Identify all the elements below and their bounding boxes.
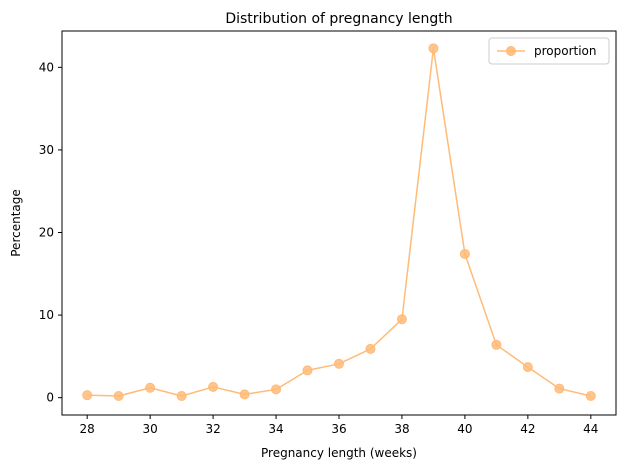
data-point	[239, 389, 250, 400]
data-point	[176, 391, 187, 402]
data-point	[271, 384, 282, 395]
x-tick-label: 30	[142, 422, 157, 436]
data-point	[365, 343, 376, 354]
data-point	[113, 391, 124, 402]
data-point	[145, 382, 156, 393]
legend-label: proportion	[534, 44, 597, 58]
y-tick-label: 10	[39, 308, 54, 322]
x-axis: 28 30 32 34 36 38 40 42 44	[80, 415, 598, 436]
data-point	[334, 358, 344, 369]
data-point	[522, 362, 533, 373]
data-point	[208, 381, 219, 392]
legend: proportion	[488, 37, 610, 65]
data-point	[585, 391, 596, 402]
y-axis-label: Percentage	[9, 189, 23, 257]
x-tick-label: 32	[205, 422, 220, 436]
legend-marker-swatch	[506, 46, 516, 56]
x-tick-label: 44	[583, 422, 598, 436]
x-tick-label: 36	[331, 422, 346, 436]
data-point	[554, 383, 565, 394]
x-tick-label: 42	[520, 422, 535, 436]
y-tick-label: 30	[39, 143, 54, 157]
x-tick-label: 38	[394, 422, 409, 436]
x-tick-label: 34	[268, 422, 283, 436]
y-tick-label: 20	[39, 225, 54, 239]
x-tick-label: 28	[80, 422, 95, 436]
y-tick-label: 40	[39, 60, 54, 74]
legend-frame	[488, 37, 610, 65]
data-point	[396, 314, 407, 325]
data-point	[491, 339, 502, 350]
y-axis: 0 10 20 30 40	[39, 60, 62, 405]
data-point	[302, 365, 313, 376]
x-axis-label: Pregnancy length (weeks)	[261, 446, 417, 460]
data-point	[428, 43, 439, 54]
chart-title: Distribution of pregnancy length	[225, 11, 452, 27]
x-tick-label: 40	[457, 422, 472, 436]
data-point	[459, 248, 470, 259]
data-point	[82, 390, 93, 401]
plot-area	[82, 43, 596, 402]
y-tick-label: 0	[46, 391, 54, 405]
